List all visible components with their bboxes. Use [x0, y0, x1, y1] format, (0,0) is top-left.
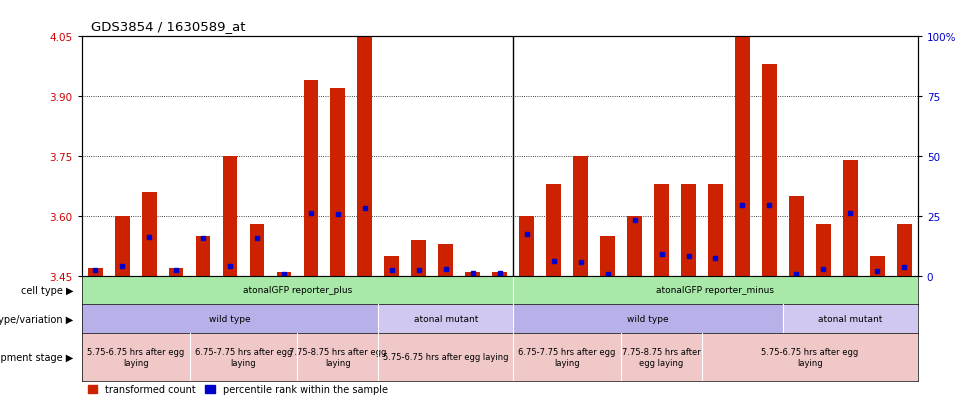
Bar — [708, 184, 723, 276]
Bar — [82, 276, 513, 304]
Text: atonalGFP reporter_minus: atonalGFP reporter_minus — [656, 286, 775, 294]
Bar — [789, 196, 803, 276]
Bar — [196, 236, 210, 276]
Bar — [304, 81, 318, 276]
Bar — [298, 334, 379, 380]
Text: 5.75-6.75 hrs after egg
laying: 5.75-6.75 hrs after egg laying — [761, 347, 858, 367]
Bar — [357, 37, 372, 276]
Text: 7.75-8.75 hrs after
egg laying: 7.75-8.75 hrs after egg laying — [622, 347, 701, 367]
Text: development stage ▶: development stage ▶ — [0, 352, 73, 362]
Bar — [492, 272, 507, 276]
Bar — [702, 334, 918, 380]
Bar — [628, 216, 642, 276]
Bar — [621, 334, 702, 380]
Bar — [681, 184, 696, 276]
Bar — [513, 305, 783, 332]
Text: wild type: wild type — [628, 314, 669, 323]
Text: 7.75-8.75 hrs after egg
laying: 7.75-8.75 hrs after egg laying — [289, 347, 386, 367]
Text: atonalGFP reporter_plus: atonalGFP reporter_plus — [243, 286, 352, 294]
Bar — [384, 256, 399, 276]
Bar — [816, 224, 830, 276]
Bar — [513, 276, 918, 304]
Bar — [277, 272, 291, 276]
Bar — [223, 157, 237, 276]
Bar — [114, 216, 130, 276]
Bar — [843, 161, 858, 276]
Bar — [331, 89, 345, 276]
Bar — [870, 256, 885, 276]
Bar — [735, 37, 750, 276]
Bar — [573, 157, 588, 276]
Text: atonal mutant: atonal mutant — [413, 314, 478, 323]
Bar — [141, 192, 157, 276]
Bar — [513, 334, 621, 380]
Bar — [601, 236, 615, 276]
Bar — [897, 224, 912, 276]
Bar — [87, 268, 103, 276]
Text: cell type ▶: cell type ▶ — [21, 285, 73, 295]
Bar — [438, 244, 454, 276]
Bar — [169, 268, 184, 276]
Bar — [82, 305, 379, 332]
Text: wild type: wild type — [209, 314, 251, 323]
Legend: transformed count, percentile rank within the sample: transformed count, percentile rank withi… — [86, 383, 389, 395]
Text: 5.75-6.75 hrs after egg laying: 5.75-6.75 hrs after egg laying — [383, 353, 508, 361]
Bar — [654, 184, 669, 276]
Text: GDS3854 / 1630589_at: GDS3854 / 1630589_at — [91, 20, 246, 33]
Bar — [250, 224, 264, 276]
Bar — [379, 305, 513, 332]
Bar — [411, 240, 427, 276]
Bar — [465, 272, 480, 276]
Bar — [762, 65, 776, 276]
Text: 6.75-7.75 hrs after egg
laying: 6.75-7.75 hrs after egg laying — [195, 347, 292, 367]
Text: 6.75-7.75 hrs after egg
laying: 6.75-7.75 hrs after egg laying — [518, 347, 616, 367]
Text: genotype/variation ▶: genotype/variation ▶ — [0, 314, 73, 324]
Bar — [379, 334, 513, 380]
Bar — [546, 184, 561, 276]
Text: 5.75-6.75 hrs after egg
laying: 5.75-6.75 hrs after egg laying — [87, 347, 185, 367]
Bar — [189, 334, 298, 380]
Text: atonal mutant: atonal mutant — [818, 314, 882, 323]
Bar — [783, 305, 918, 332]
Bar — [519, 216, 534, 276]
Bar — [82, 334, 189, 380]
